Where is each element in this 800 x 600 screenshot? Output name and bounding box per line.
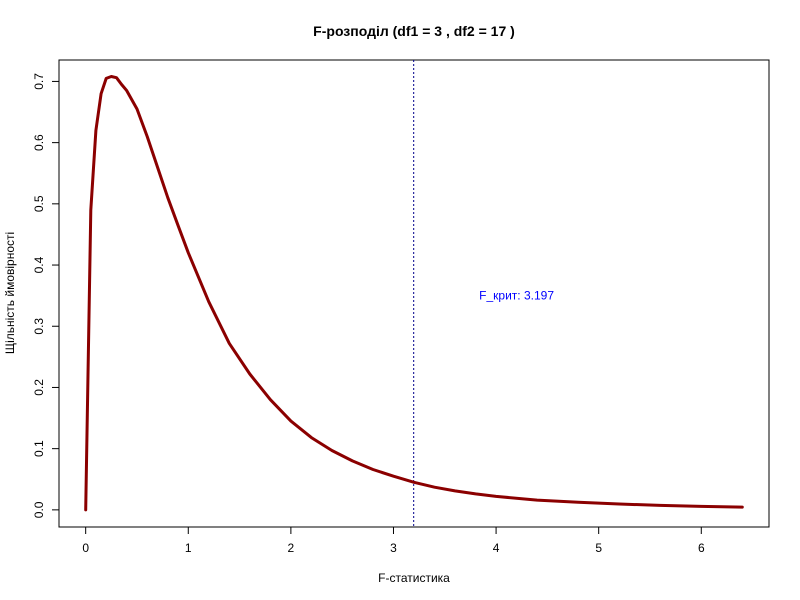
y-tick-label: 0.6: [32, 134, 46, 151]
y-tick-label: 0.0: [32, 501, 46, 518]
y-tick-label: 0.3: [32, 318, 46, 335]
x-tick-label: 6: [698, 541, 705, 555]
y-axis: 0.0 0.1 0.2 0.3 0.4 0.5 0.6 0.7: [32, 73, 60, 518]
y-tick-label: 0.1: [32, 440, 46, 457]
x-axis: 0 1 2 3 4 5 6: [82, 526, 705, 555]
density-curve: [84, 75, 744, 512]
x-tick-label: 2: [288, 541, 295, 555]
x-tick-label: 3: [390, 541, 397, 555]
x-tick-label: 4: [493, 541, 500, 555]
x-tick-label: 1: [185, 541, 192, 555]
y-tick-label: 0.4: [32, 256, 46, 273]
y-tick-label: 0.5: [32, 195, 46, 212]
critical-value-annotation: F_крит: 3.197: [479, 289, 554, 303]
y-tick-label: 0.2: [32, 379, 46, 396]
y-axis-label: Щільність ймовірності: [3, 232, 17, 354]
x-axis-label: F-статистика: [378, 571, 450, 585]
x-tick-label: 0: [82, 541, 89, 555]
y-tick-label: 0.7: [32, 73, 46, 90]
chart-title: F-розподіл (df1 = 3 , df2 = 17 ): [313, 23, 515, 39]
x-tick-label: 5: [595, 541, 602, 555]
